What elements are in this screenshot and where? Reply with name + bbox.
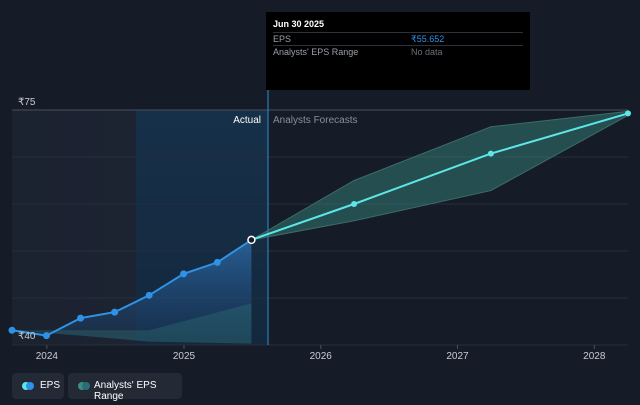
eps-forecast-point [625, 110, 631, 117]
eps-forecast-point [351, 201, 358, 207]
legend-range-label: Analysts' EPS Range [94, 380, 157, 402]
y-tick-label: ₹75 [18, 97, 36, 108]
actual-range-band [12, 303, 252, 344]
tooltip: Jun 30 2025 EPS ₹55.652 Analysts' EPS Ra… [266, 12, 530, 90]
x-axis-ticks: 2024 2025 2026 2027 2028 [36, 345, 606, 362]
eps-actual-line [11, 239, 252, 337]
x-tick-label: 2028 [583, 351, 606, 362]
y-tick-label: ₹40 [18, 331, 36, 342]
eps-forecast-line [251, 112, 629, 241]
segment-label-forecast: Analysts Forecasts [273, 115, 357, 126]
eps-actual-point [77, 314, 85, 322]
x-tick-label: 2026 [310, 351, 333, 362]
legend-range-dot-right [82, 382, 90, 390]
legend-eps-dot-right [26, 382, 34, 390]
tooltip-row-range: Analysts' EPS Range No data [273, 45, 523, 59]
actual-eps-fill [12, 239, 252, 344]
x-tick-label: 2027 [446, 351, 469, 362]
eps-actual-point [213, 258, 221, 266]
tooltip-eps-label: EPS [273, 34, 292, 44]
legend-eps-label: EPS [40, 380, 61, 391]
eps-current-point [247, 235, 256, 245]
eps-actual-point [42, 332, 50, 340]
eps-actual-point [145, 291, 153, 299]
legend-item-eps[interactable]: EPS [12, 373, 64, 399]
eps-actual-point [111, 308, 119, 316]
series-markers [8, 110, 631, 340]
grid-lines [12, 109, 628, 346]
eps-actual-point [8, 326, 16, 334]
legend-item-range[interactable]: Analysts' EPS Range [68, 373, 182, 402]
eps-forecast-point [487, 150, 494, 157]
tooltip-eps-value: ₹55.652 [411, 34, 445, 44]
segment-label-actual: Actual [233, 115, 261, 126]
series-lines [11, 112, 629, 337]
tooltip-row-eps: EPS ₹55.652 [273, 32, 523, 46]
tooltip-range-value: No data [411, 47, 443, 57]
x-tick-label: 2025 [173, 351, 196, 362]
x-tick-label: 2024 [36, 351, 59, 362]
tooltip-range-label: Analysts' EPS Range [273, 47, 359, 57]
eps-actual-point [180, 270, 188, 278]
tooltip-date: Jun 30 2025 [273, 19, 325, 29]
y-axis-ticks: ₹75 ₹40 [18, 97, 36, 342]
